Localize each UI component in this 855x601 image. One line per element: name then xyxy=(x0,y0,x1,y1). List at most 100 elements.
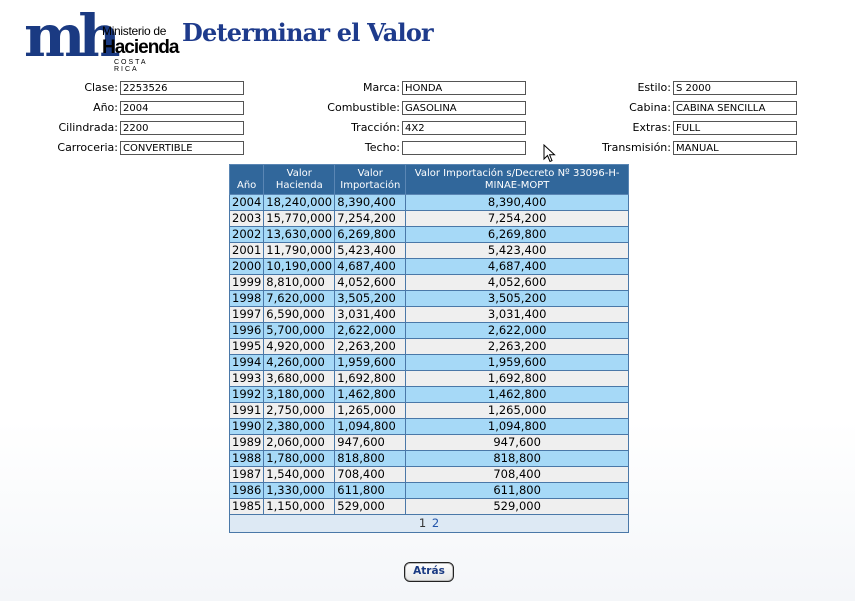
estilo-label: Estilo: xyxy=(637,81,671,94)
table-row: 1988 1,780,000 818,800 818,800 xyxy=(228,450,629,467)
valor-hacienda-cell: 2,060,000 xyxy=(263,434,336,451)
valor-importacion-cell: 1,265,000 xyxy=(334,402,407,419)
valor-decreto-cell: 529,000 xyxy=(405,498,629,515)
marca-label: Marca: xyxy=(362,81,400,94)
carroceria-label: Carroceria: xyxy=(57,141,118,154)
valor-hacienda-cell: 7,620,000 xyxy=(263,290,336,307)
valor-decreto-cell: 947,600 xyxy=(405,434,629,451)
valor-hacienda-cell: 1,330,000 xyxy=(263,482,336,499)
traccion-label: Tracción: xyxy=(351,121,400,134)
logo-mark: mh xyxy=(24,2,121,70)
header-anio: Año xyxy=(228,164,265,195)
valor-hacienda-cell: 11,790,000 xyxy=(263,242,336,259)
anio-cell: 1999 xyxy=(228,274,265,291)
page-1-link[interactable]: 1 xyxy=(418,516,427,530)
valor-hacienda-cell: 3,180,000 xyxy=(263,386,336,403)
valor-hacienda-cell: 15,770,000 xyxy=(263,210,336,227)
page-2-link[interactable]: 2 xyxy=(431,516,440,530)
valor-importacion-cell: 3,031,400 xyxy=(334,306,407,323)
marca-field[interactable]: HONDA xyxy=(402,81,526,95)
valor-hacienda-cell: 4,260,000 xyxy=(263,354,336,371)
anio-cell: 1996 xyxy=(228,322,265,339)
anio-cell: 1994 xyxy=(228,354,265,371)
table-row: 1994 4,260,000 1,959,600 1,959,600 xyxy=(228,354,629,371)
table-row: 1998 7,620,000 3,505,200 3,505,200 xyxy=(228,290,629,307)
anio-cell: 2004 xyxy=(228,194,265,211)
combustible-label: Combustible: xyxy=(327,101,400,114)
valor-hacienda-cell: 1,540,000 xyxy=(263,466,336,483)
valor-decreto-cell: 5,423,400 xyxy=(405,242,629,259)
valor-importacion-cell: 5,423,400 xyxy=(334,242,407,259)
valor-importacion-cell: 4,052,600 xyxy=(334,274,407,291)
table-row: 1990 2,380,000 1,094,800 1,094,800 xyxy=(228,418,629,435)
techo-field[interactable] xyxy=(402,141,526,155)
anio-cell: 1998 xyxy=(228,290,265,307)
cilindrada-field[interactable]: 2200 xyxy=(120,121,244,135)
anio-label: Año: xyxy=(93,101,118,114)
valor-decreto-cell: 1,094,800 xyxy=(405,418,629,435)
anio-cell: 1993 xyxy=(228,370,265,387)
pager-cell: 1 2 xyxy=(229,514,629,533)
table-row: 1999 8,810,000 4,052,600 4,052,600 xyxy=(228,274,629,291)
table-row: 2004 18,240,000 8,390,400 8,390,400 xyxy=(228,194,629,211)
valor-importacion-cell: 529,000 xyxy=(334,498,407,515)
table-row: 1995 4,920,000 2,263,200 2,263,200 xyxy=(228,338,629,355)
table-row: 1991 2,750,000 1,265,000 1,265,000 xyxy=(228,402,629,419)
back-button[interactable]: Atrás xyxy=(404,562,454,582)
estilo-field[interactable]: S 2000 xyxy=(673,81,797,95)
page-title: Determinar el Valor xyxy=(182,18,434,47)
valor-hacienda-cell: 18,240,000 xyxy=(263,194,336,211)
valor-hacienda-cell: 5,700,000 xyxy=(263,322,336,339)
anio-cell: 1987 xyxy=(228,466,265,483)
techo-label: Techo: xyxy=(364,141,400,154)
anio-cell: 1992 xyxy=(228,386,265,403)
valor-decreto-cell: 611,800 xyxy=(405,482,629,499)
anio-cell: 1990 xyxy=(228,418,265,435)
combustible-field[interactable]: GASOLINA xyxy=(402,101,526,115)
anio-field[interactable]: 2004 xyxy=(120,101,244,115)
logo-line1: Ministerio de xyxy=(102,24,167,38)
table-row: 2003 15,770,000 7,254,200 7,254,200 xyxy=(228,210,629,227)
valor-hacienda-cell: 6,590,000 xyxy=(263,306,336,323)
valor-hacienda-cell: 3,680,000 xyxy=(263,370,336,387)
valor-hacienda-cell: 1,150,000 xyxy=(263,498,336,515)
valor-importacion-cell: 2,263,200 xyxy=(334,338,407,355)
valor-hacienda-cell: 13,630,000 xyxy=(263,226,336,243)
anio-cell: 1997 xyxy=(228,306,265,323)
transmision-label: Transmisión: xyxy=(601,141,671,154)
cabina-label: Cabina: xyxy=(629,101,671,114)
table-row: 2001 11,790,000 5,423,400 5,423,400 xyxy=(228,242,629,259)
table-row: 1992 3,180,000 1,462,800 1,462,800 xyxy=(228,386,629,403)
valor-decreto-cell: 4,687,400 xyxy=(405,258,629,275)
valor-decreto-cell: 4,052,600 xyxy=(405,274,629,291)
valor-importacion-cell: 7,254,200 xyxy=(334,210,407,227)
valor-importacion-cell: 2,622,000 xyxy=(334,322,407,339)
valor-decreto-cell: 1,462,800 xyxy=(405,386,629,403)
extras-field[interactable]: FULL xyxy=(673,121,797,135)
table-row: 1996 5,700,000 2,622,000 2,622,000 xyxy=(228,322,629,339)
valor-decreto-cell: 3,505,200 xyxy=(405,290,629,307)
valor-importacion-cell: 611,800 xyxy=(334,482,407,499)
valor-importacion-cell: 1,692,800 xyxy=(334,370,407,387)
anio-cell: 1991 xyxy=(228,402,265,419)
cabina-field[interactable]: CABINA SENCILLA xyxy=(673,101,797,115)
mouse-cursor-icon xyxy=(543,144,556,163)
valuation-table: Año Valor Hacienda Valor Importación Val… xyxy=(228,164,629,533)
valor-importacion-cell: 1,094,800 xyxy=(334,418,407,435)
table-body: 2004 18,240,000 8,390,400 8,390,400 2003 15,7… xyxy=(228,194,629,515)
valor-hacienda-cell: 1,780,000 xyxy=(263,450,336,467)
valor-importacion-cell: 4,687,400 xyxy=(334,258,407,275)
valor-hacienda-cell: 2,750,000 xyxy=(263,402,336,419)
valor-decreto-cell: 818,800 xyxy=(405,450,629,467)
valor-decreto-cell: 1,265,000 xyxy=(405,402,629,419)
cilindrada-label: Cilindrada: xyxy=(58,121,119,134)
clase-field[interactable]: 2253526 xyxy=(120,81,244,95)
table-row: 1986 1,330,000 611,800 611,800 xyxy=(228,482,629,499)
transmision-field[interactable]: MANUAL xyxy=(673,141,797,155)
carroceria-field[interactable]: CONVERTIBLE xyxy=(120,141,244,155)
header-valor-decreto: Valor Importación s/Decreto Nº 33096-H-M… xyxy=(405,164,629,195)
table-row: 1989 2,060,000 947,600 947,600 xyxy=(228,434,629,451)
header-valor-importacion: Valor Importación xyxy=(334,164,407,195)
traccion-field[interactable]: 4X2 xyxy=(402,121,526,135)
valor-decreto-cell: 2,263,200 xyxy=(405,338,629,355)
